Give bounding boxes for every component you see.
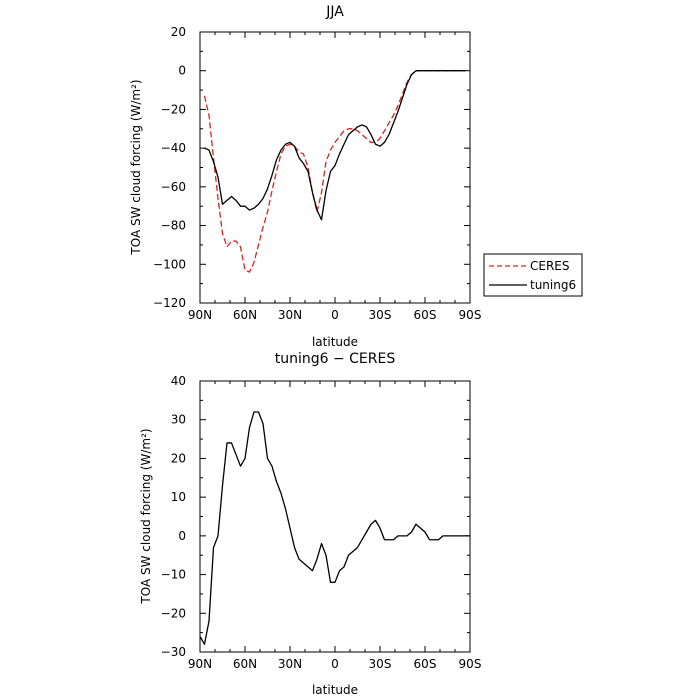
y-tick-label: −60 [161,180,186,194]
series-line-difference [199,411,470,645]
series-line-ceres [203,70,466,273]
legend: CERES tuning6 [483,253,583,297]
chart-title: JJA [325,4,344,20]
x-tick-label: 60S [414,308,437,322]
x-axis-label: latitude [312,683,358,697]
plot-frame [199,380,471,653]
y-tick-label: −10 [161,568,186,582]
data-lines [199,411,470,645]
y-tick-label: 40 [171,374,186,388]
chart-panel-bottom: tuning6 − CERES 90N 60N 30N 0 30S 60S 90S −30−… [139,351,481,697]
x-axis-ticks: 90N 60N 30N 0 30S 60S 90S [188,381,482,671]
y-tick-label: 20 [171,25,186,39]
x-tick-label: 60S [414,657,437,671]
x-tick-label: 30N [278,657,302,671]
y-tick-label: 0 [178,529,186,543]
y-tick-label: −80 [161,219,186,233]
y-tick-label: −40 [161,141,186,155]
y-tick-label: −100 [153,257,186,271]
y-axis-label: TOA SW cloud forcing (W/m²) [139,428,153,604]
x-axis-ticks: 90N 60N 30N 0 30S 60S 90S [188,32,482,322]
chart-panel-top: JJA 90N 60N 30N 0 30S 60S 90S −120 −100 −80 −60 −4… [129,4,583,349]
y-tick-label: 20 [171,451,186,465]
legend-label-ceres: CERES [530,259,570,273]
x-axis-label: latitude [312,335,358,349]
y-tick-label: 0 [178,64,186,78]
x-tick-label: 90N [188,657,212,671]
x-tick-label: 90S [459,657,482,671]
x-tick-label: 90S [459,308,482,322]
x-tick-label: 30S [369,308,392,322]
x-tick-label: 0 [331,657,339,671]
legend-box [483,253,583,297]
y-tick-label: −20 [161,606,186,620]
chart-title: tuning6 − CERES [275,351,396,367]
legend-label-tuning6: tuning6 [530,278,576,292]
plot-frame [199,31,471,304]
y-tick-label: −20 [161,102,186,116]
x-tick-label: 90N [188,308,212,322]
x-tick-label: 30N [278,308,302,322]
x-tick-label: 0 [331,308,339,322]
y-tick-label: −30 [161,645,186,659]
y-tick-label: 30 [171,413,186,427]
x-tick-label: 30S [369,657,392,671]
series-line-tuning6 [204,70,466,221]
x-tick-label: 60N [233,308,257,322]
x-tick-label: 60N [233,657,257,671]
y-axis-ticks: −30 −20 −10 0 10 20 30 40 [161,374,470,659]
y-axis-ticks: −120 −100 −80 −60 −40 −20 0 20 [153,25,470,310]
data-lines [203,70,466,273]
y-tick-label: −120 [153,296,186,310]
y-axis-label: TOA SW cloud forcing (W/m²) [129,79,143,255]
y-tick-label: 10 [171,490,186,504]
